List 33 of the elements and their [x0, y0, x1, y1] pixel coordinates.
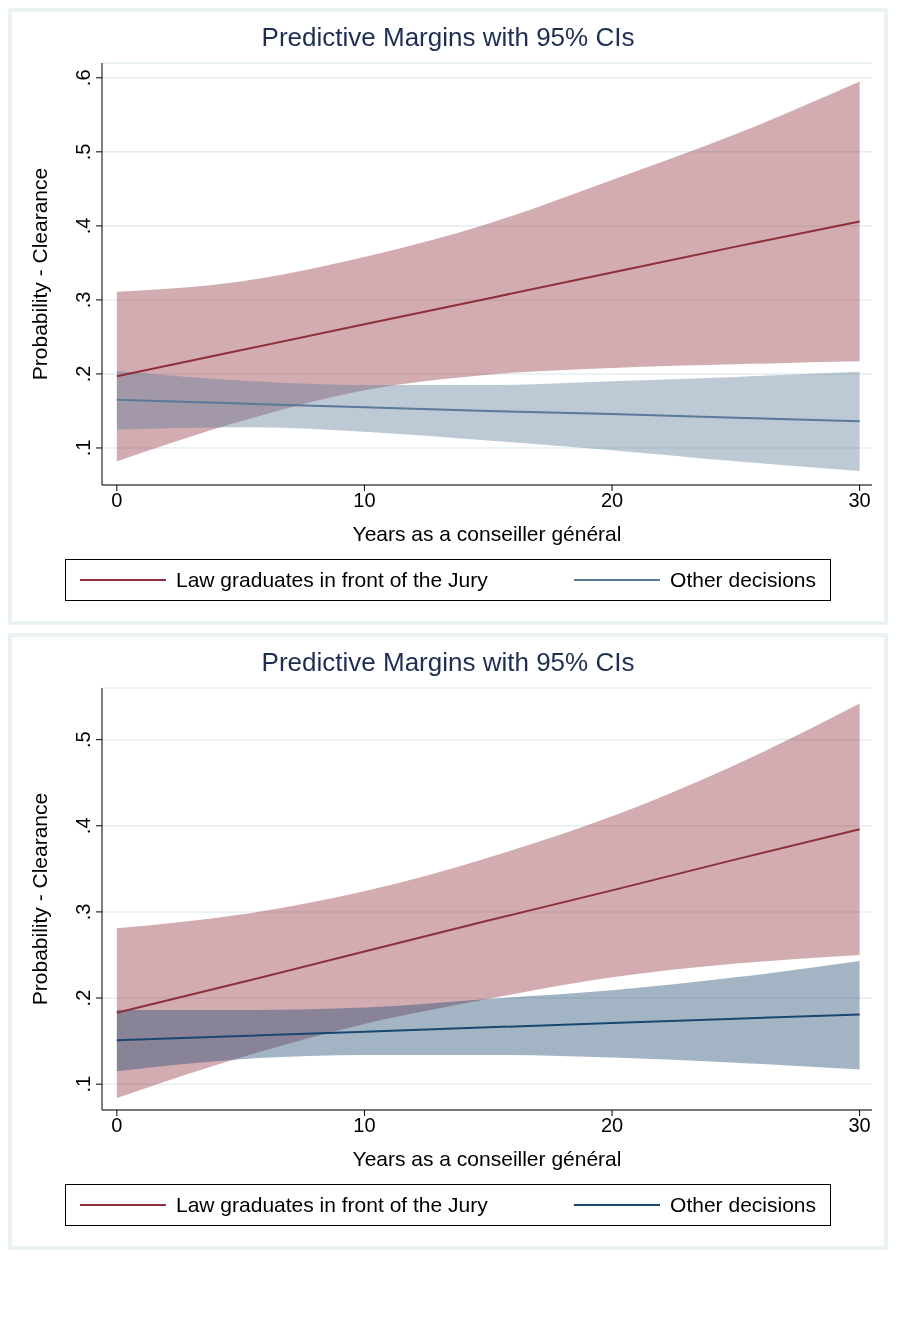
legend-label: Other decisions: [670, 568, 816, 592]
line-series: [115, 220, 861, 378]
y-axis-title: Probability - Clearance: [28, 792, 52, 1006]
x-axis-title: Years as a conseiller général: [352, 1147, 622, 1170]
y-tick-label: .4: [72, 817, 94, 835]
y-tick-label: .2: [72, 989, 94, 1007]
x-tick-label: 0: [111, 1114, 123, 1137]
line-series: [115, 828, 861, 1014]
y-axis-title: Probability - Clearance: [28, 167, 52, 381]
x-tick-label: 10: [353, 489, 376, 512]
y-tick-label: .1: [72, 1075, 94, 1093]
y-tick-label: .3: [72, 291, 94, 309]
x-tick-label: 0: [111, 489, 123, 512]
chart-title: Predictive Margins with 95% CIs: [260, 647, 636, 678]
x-tick-label: 10: [353, 1114, 376, 1137]
legend-label: Law graduates in front of the Jury: [176, 568, 488, 592]
x-tick-label: 30: [848, 1114, 871, 1137]
y-tick-label: .5: [72, 731, 94, 749]
x-tick-label: 30: [848, 489, 871, 512]
y-tick-label: .6: [72, 69, 94, 87]
y-tick-label: .5: [72, 143, 94, 161]
line-series: [115, 398, 861, 423]
x-tick-label: 20: [600, 1114, 624, 1137]
y-tick-label: .2: [72, 365, 94, 383]
y-tick-label: .1: [72, 439, 94, 457]
legend-label: Law graduates in front of the Jury: [176, 1193, 488, 1217]
x-tick-label: 20: [600, 489, 624, 512]
y-tick-label: .4: [72, 217, 94, 235]
x-axis-title: Years as a conseiller général: [352, 522, 622, 545]
chart-title: Predictive Margins with 95% CIs: [260, 22, 636, 53]
legend-label: Other decisions: [670, 1193, 816, 1217]
line-series: [115, 1013, 861, 1042]
y-tick-label: .3: [72, 903, 94, 921]
